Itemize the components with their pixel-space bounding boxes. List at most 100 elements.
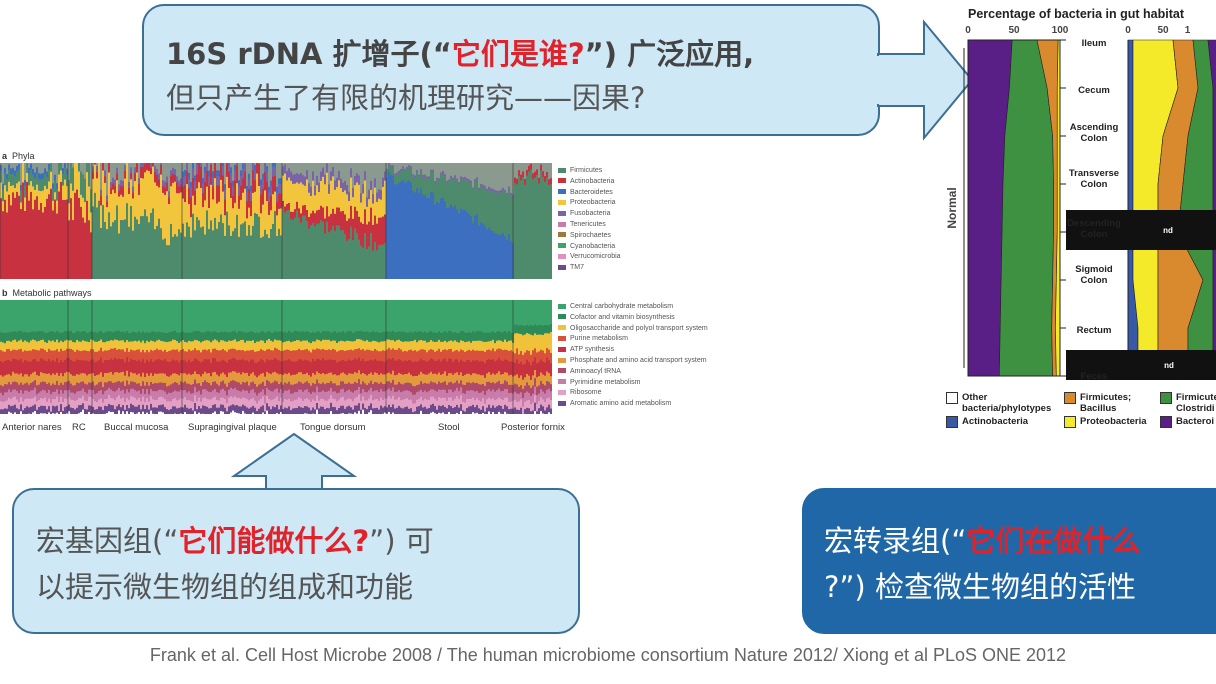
pathway-bar-segment [538, 393, 540, 402]
pathway-bar-segment [292, 384, 294, 394]
pathway-bar-segment [302, 400, 304, 409]
phyla-bar-segment [278, 208, 280, 229]
pathway-bar-segment [140, 393, 142, 403]
phyla-bar-segment [78, 163, 80, 172]
pathway-bar-segment [536, 386, 538, 396]
pathway-bar-segment [282, 409, 284, 414]
phyla-bar-segment [274, 211, 276, 279]
pathway-bar-segment [56, 358, 58, 374]
pathway-bar-segment [100, 372, 102, 383]
pathway-bar-segment [38, 340, 40, 351]
pathway-bar-segment [508, 361, 510, 376]
phyla-bar-segment [380, 245, 382, 279]
pathway-bar-segment [390, 407, 392, 414]
pathway-bar-segment [406, 406, 408, 414]
phyla-bar-segment [308, 192, 310, 217]
pathway-bar-segment [410, 383, 412, 393]
pathway-bar-segment [134, 406, 136, 414]
pathway-bar-segment [356, 389, 358, 398]
phyla-bar-segment [480, 184, 482, 187]
phyla-bar-segment [238, 195, 240, 209]
pathway-bar-segment [448, 341, 450, 350]
phyla-bar-segment [276, 215, 278, 237]
gut-legend-label-line: Firmicutes; [1080, 392, 1132, 403]
phyla-bar-segment [118, 190, 120, 197]
pathway-bar-segment [546, 371, 548, 382]
pathway-bar-segment [194, 330, 196, 341]
pathway-bar-segment [178, 407, 180, 414]
pathway-bar-segment [324, 331, 326, 341]
pathway-bar-segment [454, 406, 456, 414]
pathway-bar-segment [486, 407, 488, 414]
phyla-bar-segment [536, 175, 538, 279]
pathway-bar-segment [550, 332, 552, 354]
pathway-bar-segment [142, 396, 144, 406]
phyla-bar-segment [108, 163, 110, 173]
pathway-bar-segment [362, 300, 364, 333]
pathway-bar-segment [340, 340, 342, 351]
phyla-bar-segment [138, 178, 140, 184]
pathway-bar-segment [276, 300, 278, 333]
phyla-bar-segment [400, 168, 402, 172]
phyla-bar-segment [222, 166, 224, 176]
phyla-bar-segment [504, 189, 506, 193]
pathway-bar-segment [250, 390, 252, 400]
pathway-bar-segment [378, 383, 380, 393]
pathway-bar-segment [164, 407, 166, 414]
pathway-bar-segment [102, 351, 104, 364]
pathway-bar-segment [232, 300, 234, 332]
pathway-bar-segment [458, 362, 460, 376]
panel_b-legend-item: Phosphate and amino acid transport syste… [558, 356, 708, 367]
pathway-bar-segment [420, 389, 422, 398]
phyla-bar-segment [446, 180, 448, 184]
pathway-bar-segment [108, 403, 110, 412]
pathway-bar-segment [510, 401, 512, 410]
pathway-bar-segment [504, 359, 506, 373]
pathway-bar-segment [48, 348, 50, 360]
pathway-bar-segment [214, 348, 216, 359]
pathway-bar-segment [186, 362, 188, 376]
phyla-bar-segment [546, 171, 548, 178]
phyla-bar-segment [382, 244, 384, 279]
pathway-bar-segment [96, 375, 98, 386]
pathway-bar-segment [378, 392, 380, 402]
pathway-bar-segment [212, 331, 214, 342]
pathway-bar-segment [8, 349, 10, 361]
phyla-bar-segment [28, 200, 30, 279]
pathway-bar-segment [134, 332, 136, 342]
phyla-bar-segment [368, 221, 370, 247]
pathway-bar-segment [268, 373, 270, 382]
pathway-bar-segment [46, 361, 48, 375]
pathway-bar-segment [178, 384, 180, 393]
phyla-bar-segment [48, 169, 50, 182]
phyla-bar-segment [100, 205, 102, 229]
pathway-bar-segment [420, 300, 422, 333]
phyla-bar-segment [122, 196, 124, 221]
phyla-bar-segment [232, 231, 234, 279]
pathway-bar-segment [116, 390, 118, 398]
pathway-bar-segment [4, 343, 6, 353]
pathway-bar-segment [124, 401, 126, 411]
phyla-bar-segment [320, 220, 322, 279]
phyla-bar-segment [294, 183, 296, 210]
pathway-bar-segment [2, 351, 4, 363]
phyla-bar-segment [378, 189, 380, 199]
pathway-bar-segment [166, 332, 168, 343]
pathway-bar-segment [296, 350, 298, 362]
pathway-bar-segment [550, 352, 552, 364]
phyla-bar-segment [206, 163, 208, 171]
pathway-bar-segment [50, 350, 52, 362]
gut-legend-label: Other bacteria/phylotypes [962, 392, 1051, 414]
pathway-bar-segment [364, 350, 366, 362]
pathway-bar-segment [312, 383, 314, 393]
pathway-bar-segment [346, 350, 348, 362]
pathway-bar-segment [152, 331, 154, 342]
pathway-bar-segment [468, 341, 470, 351]
pathway-bar-segment [4, 361, 6, 376]
pathway-bar-segment [352, 350, 354, 361]
pathway-bar-segment [286, 360, 288, 375]
pathway-bar-segment [534, 324, 536, 334]
pathway-bar-segment [472, 349, 474, 361]
pathway-bar-segment [74, 393, 76, 402]
pathway-bar-segment [406, 332, 408, 342]
